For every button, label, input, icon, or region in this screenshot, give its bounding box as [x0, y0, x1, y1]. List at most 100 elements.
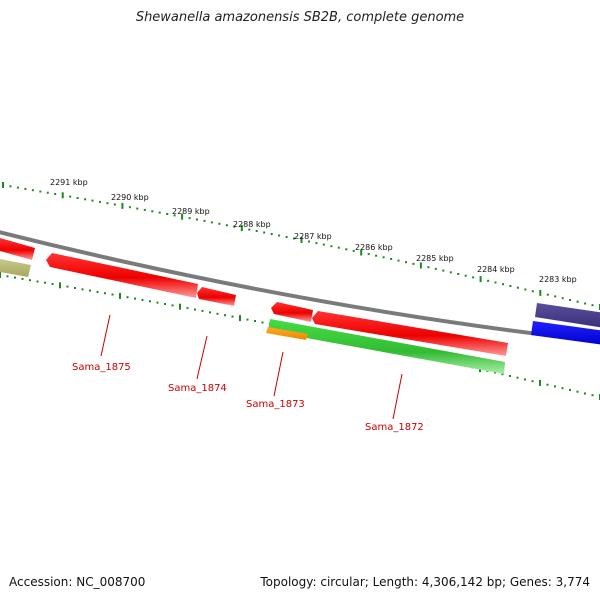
scale-label-2286: 2286 kbp [355, 243, 393, 252]
genome-stats-text: Topology: circular; Length: 4,306,142 bp… [260, 575, 590, 589]
outer-tick [405, 261, 407, 264]
outer-tick [91, 199, 94, 202]
outer-tick [300, 237, 303, 243]
outer-tick [367, 253, 370, 256]
outer-tick [24, 187, 27, 190]
inner-tick [164, 303, 166, 305]
outer-tick [158, 211, 161, 214]
inner-tick [134, 297, 136, 300]
scale-label-2288: 2288 kbp [233, 220, 271, 229]
gene-green[interactable] [268, 319, 505, 374]
outer-tick [166, 213, 169, 215]
outer-tick [442, 269, 445, 272]
inner-tick [509, 375, 511, 377]
inner-tick [149, 300, 151, 303]
inner-tick [36, 280, 39, 283]
gene-sama-1873[interactable] [266, 327, 308, 340]
outer-tick [76, 197, 79, 199]
outer-tick [84, 198, 87, 201]
outer-tick [308, 240, 310, 243]
inner-tick [261, 321, 264, 324]
scale-label-2285: 2285 kbp [416, 254, 454, 263]
inner-tick [591, 394, 594, 397]
inner-tick [254, 320, 256, 322]
gene-sama-1874[interactable] [197, 287, 236, 306]
feature-red-left-edge [0, 238, 35, 260]
outer-tick [181, 213, 184, 220]
outer-tick [46, 191, 49, 194]
outer-tick [233, 225, 236, 228]
outer-tick [128, 206, 131, 209]
outer-tick [69, 195, 72, 198]
outer-tick [337, 246, 340, 249]
inner-tick [74, 287, 76, 289]
genome-backbone [0, 230, 600, 344]
inner-tick [501, 373, 504, 376]
gene-sama-1872[interactable] [312, 311, 508, 356]
map-title: Shewanella amazonensis SB2B, complete ge… [135, 10, 465, 25]
outer-tick [434, 267, 437, 270]
outer-tick [449, 271, 452, 274]
label-sama-1874: Sama_1874 [168, 383, 227, 394]
inner-tick [554, 385, 556, 388]
outer-tick [584, 302, 587, 305]
inner-tick [141, 298, 144, 301]
outer-tick [203, 219, 206, 222]
outer-tick [554, 295, 557, 298]
outer-tick [16, 186, 19, 189]
inner-tick [246, 318, 249, 321]
outer-tick [173, 214, 176, 217]
inner-tick [576, 390, 579, 393]
outer-tick [188, 217, 191, 220]
inner-tick [194, 308, 196, 311]
inner-tick [539, 379, 541, 386]
outer-tick [113, 203, 116, 206]
inner-tick [239, 315, 241, 322]
inner-tick [89, 289, 91, 292]
outer-tick [494, 281, 497, 284]
outer-tick [106, 202, 109, 205]
outer-tick [278, 234, 281, 237]
inner-tick [51, 283, 54, 285]
outer-tick [509, 285, 512, 287]
outer-tick [196, 218, 198, 221]
outer-tick [210, 221, 213, 224]
inner-tick [6, 275, 9, 278]
outer-tick [360, 249, 363, 256]
gene-sama-1875[interactable] [46, 253, 198, 298]
label-sama-1873: Sama_1873 [246, 399, 305, 410]
outer-tick [151, 210, 154, 213]
inner-tick [14, 276, 16, 279]
inner-tick [119, 292, 121, 299]
outer-tick [143, 208, 146, 211]
inner-tick [156, 301, 159, 304]
outer-tick [479, 276, 482, 283]
inner-tick [524, 378, 526, 381]
outer-tick [397, 259, 400, 262]
inner-tick [546, 383, 549, 386]
inner-tick [96, 290, 99, 293]
inner-tick [0, 272, 1, 278]
outer-tick [576, 300, 579, 303]
outer-tick [240, 225, 243, 232]
outer-tick [561, 297, 564, 300]
scale-label-2283: 2283 kbp [539, 275, 577, 284]
inner-tick [224, 314, 226, 317]
outer-tick [539, 289, 542, 296]
label-sama-1875: Sama_1875 [72, 362, 131, 373]
outer-tick [293, 237, 295, 240]
label-leaders [100, 314, 403, 420]
outer-tick [502, 283, 504, 286]
outer-tick [263, 231, 266, 234]
inner-tick [111, 293, 114, 296]
inner-tick [104, 292, 106, 295]
feature-navy[interactable] [535, 303, 600, 328]
feature-blue[interactable] [531, 321, 600, 345]
gene-red-small[interactable] [271, 302, 313, 322]
inner-tick [59, 282, 61, 289]
outer-tick [546, 293, 549, 296]
outer-tick [225, 224, 228, 227]
outer-tick [255, 230, 258, 232]
outer-tick [457, 273, 460, 275]
